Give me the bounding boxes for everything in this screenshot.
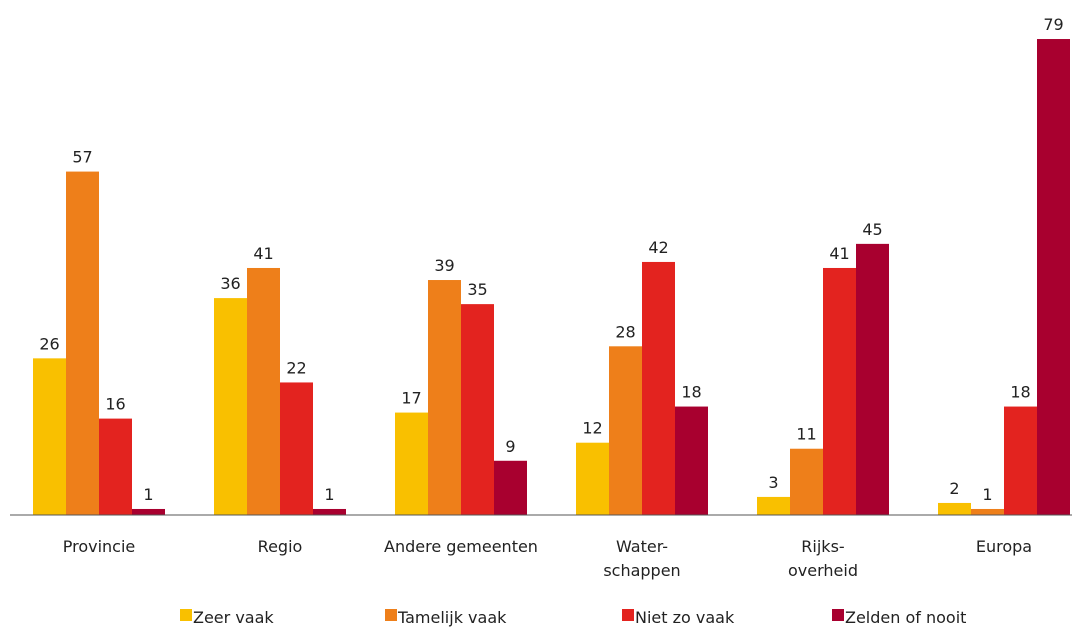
bar: [576, 442, 609, 515]
bar: [856, 243, 889, 515]
x-tick-label: Water-schappen: [603, 537, 680, 580]
bar: [99, 418, 132, 515]
value-label: 12: [582, 419, 602, 438]
value-label: 41: [829, 244, 849, 263]
bar: [214, 298, 247, 515]
bar: [609, 346, 642, 515]
value-label: 17: [401, 389, 421, 408]
value-label: 3: [768, 473, 778, 492]
bar: [395, 412, 428, 515]
bar: [313, 508, 346, 515]
bar: [66, 171, 99, 515]
value-label: 41: [253, 244, 273, 263]
bar: [790, 448, 823, 515]
legend-label: Zelden of nooit: [845, 608, 966, 627]
bar: [247, 267, 280, 515]
value-label: 28: [615, 322, 635, 341]
x-tick-label: Europa: [976, 537, 1032, 556]
value-label: 42: [648, 238, 668, 257]
legend-label: Tamelijk vaak: [397, 608, 507, 627]
bar: [757, 496, 790, 515]
value-label: 2: [949, 479, 959, 498]
value-label: 18: [681, 383, 701, 402]
value-label: 57: [72, 148, 92, 167]
value-label: 9: [505, 437, 515, 456]
bar: [938, 502, 971, 515]
value-label: 11: [796, 425, 816, 444]
value-label: 45: [862, 220, 882, 239]
x-tick-label: Rijks-overheid: [788, 537, 858, 580]
bar: [33, 358, 66, 515]
bar: [823, 267, 856, 515]
value-label: 35: [467, 280, 487, 299]
legend-swatch: [180, 609, 192, 621]
value-label: 1: [982, 485, 992, 504]
bar: [132, 508, 165, 515]
x-tick-label: Provincie: [63, 537, 136, 556]
x-tick-label: Regio: [258, 537, 303, 556]
legend-swatch: [832, 609, 844, 621]
value-label: 16: [105, 395, 125, 414]
value-label: 39: [434, 256, 454, 275]
bar: [675, 406, 708, 515]
x-tick-label: Andere gemeenten: [384, 537, 538, 556]
bar: [642, 261, 675, 515]
value-label: 1: [143, 485, 153, 504]
legend-label: Niet zo vaak: [635, 608, 735, 627]
bar: [280, 382, 313, 515]
legend-swatch: [385, 609, 397, 621]
legend-label: Zeer vaak: [193, 608, 274, 627]
legend-swatch: [622, 609, 634, 621]
value-label: 79: [1043, 15, 1063, 34]
value-label: 22: [286, 358, 306, 377]
bar: [1004, 406, 1037, 515]
bar: [1037, 39, 1070, 516]
bar: [494, 460, 527, 515]
value-label: 36: [220, 274, 240, 293]
bar: [971, 508, 1004, 515]
value-label: 1: [324, 485, 334, 504]
value-label: 18: [1010, 383, 1030, 402]
bar: [461, 304, 494, 515]
value-label: 26: [39, 334, 59, 353]
bar: [428, 280, 461, 515]
